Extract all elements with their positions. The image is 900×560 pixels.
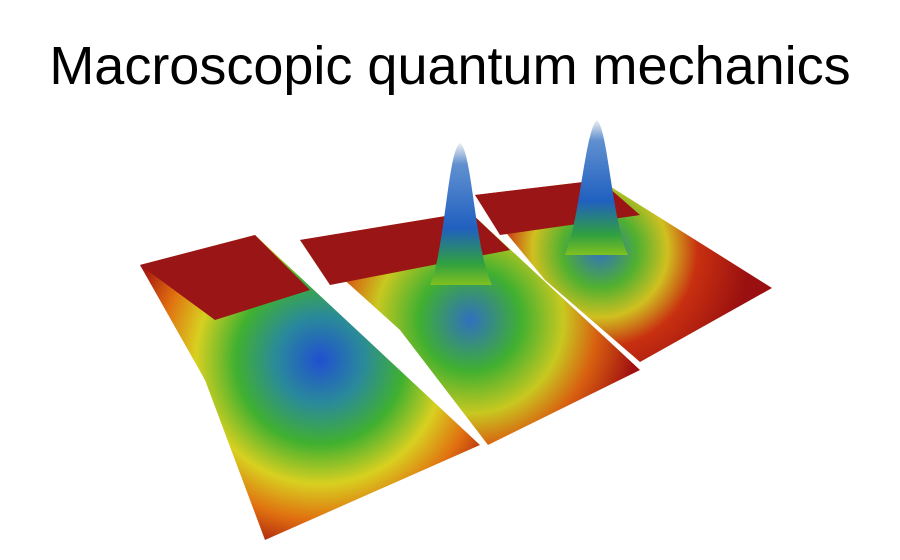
peak-middle [430, 143, 492, 285]
surface-left-back [140, 235, 310, 320]
peak-right [565, 120, 628, 255]
slide-title: Macroscopic quantum mechanics [49, 36, 851, 96]
